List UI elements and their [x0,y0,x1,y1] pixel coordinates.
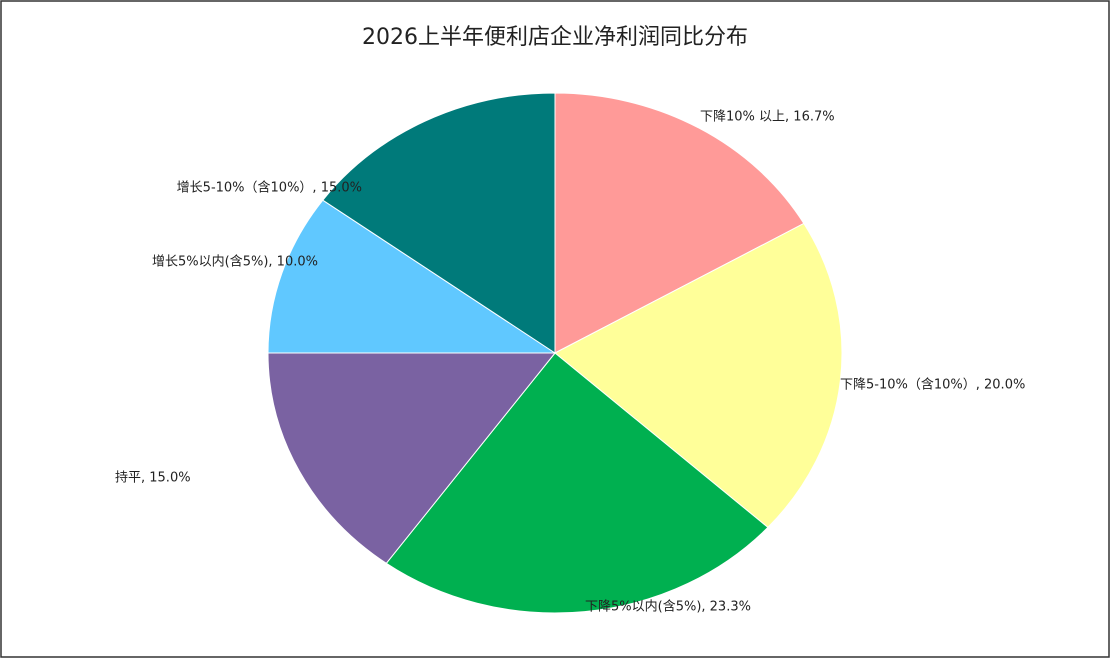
data-label: 持平, 15.0% [115,471,191,486]
pie-slice [322,92,556,354]
pie-slice [554,92,805,354]
data-label: 下降10% 以上, 16.7% [700,110,835,125]
data-label: 下降5%以内(含5%), 23.3% [585,599,751,615]
data-label: 增长5-10%（含10%）, 15.0% [177,180,362,196]
data-label: 下降5-10%（含10%）, 20.0% [840,377,1025,393]
data-label: 增长5%以内(含5%), 10.0% [152,254,318,270]
pie-slice [267,199,557,354]
pie-slice [385,352,769,614]
chart-title: 2026上半年便利店企业净利润同比分布 [362,25,748,50]
pie-slice [554,222,843,529]
pie-slice [267,352,557,565]
